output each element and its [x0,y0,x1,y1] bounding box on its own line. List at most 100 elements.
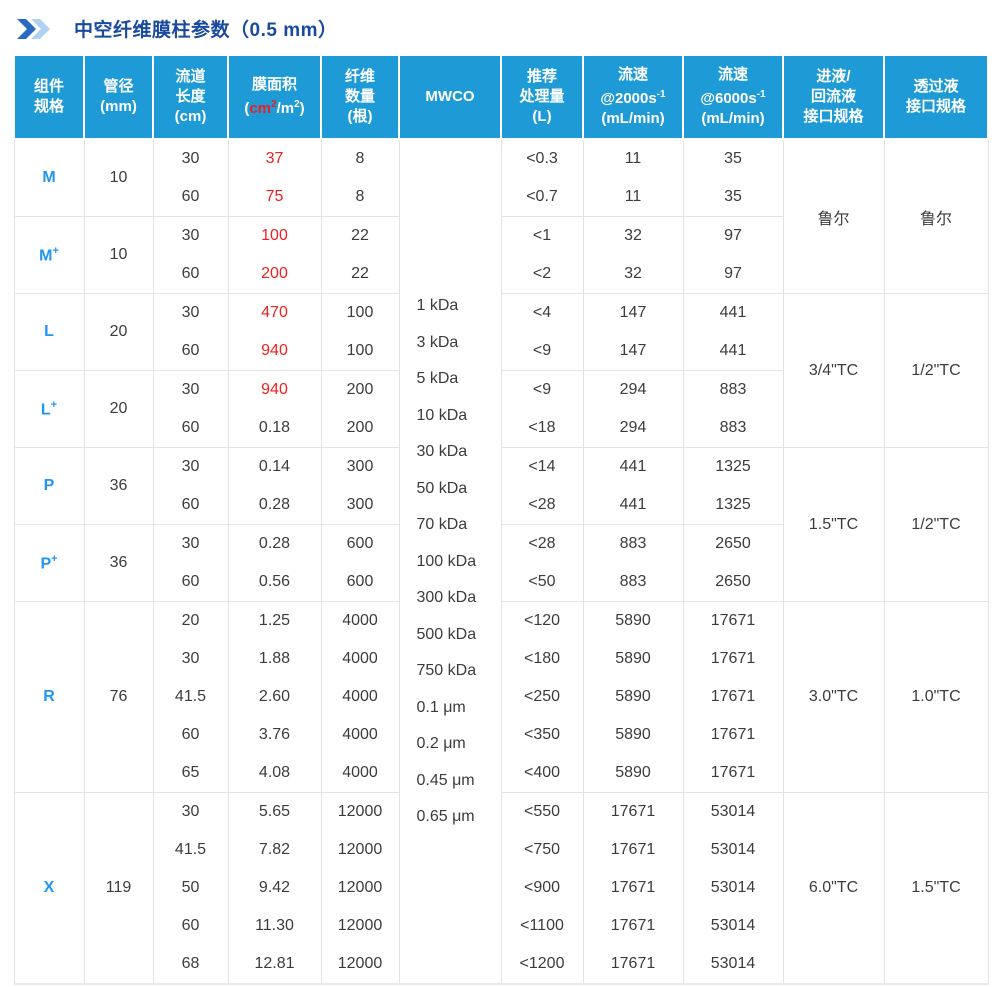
mwco-item: 1 kDa [416,297,459,314]
spec-cell: L [13,293,85,371]
flow-6000-value: 53014 [710,879,756,896]
table-row: R 76 20 30 41.5 60 65 1.25 1.88 2.60 3.76 4.08 4000 4… [13,601,989,793]
spec-label: X [43,879,55,896]
length-value: 68 [181,955,200,972]
flow-6000-value: 2650 [715,573,751,590]
diameter-cell: 20 [83,370,154,448]
table-row: M 10 30 60 37 75 8 8 1 kDa 3 kDa 5 kDa 10 kDa 30 kDa… [13,138,989,985]
volume-value: <1 [532,227,552,244]
col-header-length: 流道 长度 (cm) [152,54,229,140]
flow-2000-value: 294 [619,381,647,398]
area-cell: 1.25 1.88 2.60 3.76 4.08 [227,601,322,793]
length-value: 30 [181,535,200,552]
inlet-interface-cell: 1.5"TC [782,447,885,602]
length-cell: 30 60 [152,138,229,217]
volume-value: <120 [523,612,561,629]
flow-2000-value: 294 [619,419,647,436]
flow-2000-value: 5890 [615,764,651,781]
col-header-permeate-interface: 透过液 接口规格 [883,54,989,140]
area-value: 940 [261,342,288,359]
flow-6000-cell: 441 441 [682,293,784,371]
volume-value: <28 [528,496,556,513]
spec-cell: M+ [13,216,85,294]
spec-label: M [42,169,56,186]
fiber-value: 8 [355,150,365,167]
flow-2000-cell: 441 441 [582,447,684,525]
fiber-cell: 300 300 [320,447,400,525]
volume-value: <9 [532,342,552,359]
volume-value: <0.3 [526,150,558,167]
inlet-interface-cell: 3.0"TC [782,601,885,793]
flow-2000-cell: 147 147 [582,293,684,371]
volume-value: <2 [532,265,552,282]
flow-2000-value: 17671 [610,841,656,858]
volume-value: <9 [532,381,552,398]
table-row: L+ 20 30 60 940 0.18 200 200 <9 <18 294 294 883 883 [13,370,988,448]
flow-2000-cell: 883 883 [582,524,684,602]
flow-2000-value: 883 [619,535,647,552]
spec-sup: + [51,552,58,565]
col-header-area: 膜面积 (cm2/m2) [227,54,322,140]
volume-value: <0.7 [526,188,558,205]
diameter-cell: 20 [83,293,154,371]
volume-value: <900 [523,879,561,896]
fiber-value: 4000 [342,688,378,705]
flow-2000-value: 5890 [615,650,651,667]
volume-value: <4 [532,304,552,321]
flow-2000-value: 5890 [615,612,651,629]
flow-2000-value: 441 [619,496,647,513]
mwco-item: 0.45 μm [416,771,475,789]
flow-2000-value: 883 [619,573,647,590]
flow-2000-value: 32 [624,227,642,244]
inlet-interface-cell: 鲁尔 [782,138,885,294]
mwco-item: 0.2 μm [416,735,466,752]
col-header-fiber: 纤维 数量 (根) [320,54,400,140]
fiber-value: 4000 [342,764,378,781]
area-value: 12.81 [254,955,295,972]
flow-6000-value: 53014 [710,803,756,820]
diameter-cell: 10 [83,216,154,294]
area-value: 75 [265,188,284,205]
area-cell: 940 0.18 [227,370,322,448]
length-value: 60 [181,573,200,590]
mwco-cell: 1 kDa 3 kDa 5 kDa 10 kDa 30 kDa 50 kDa 70 kDa 1… [398,138,502,985]
flow-2000-cell: 32 32 [582,216,684,294]
length-cell: 30 41.5 50 60 68 [152,792,229,985]
flow-6000-value: 53014 [710,955,756,972]
volume-cell: <550 <750 <900 <1100 <1200 [500,792,584,985]
volume-value: <1100 [520,917,564,934]
page-header: 中空纤维膜柱参数（0.5 mm） [0,0,1000,54]
area-cell: 5.65 7.82 9.42 11.30 12.81 [227,792,322,985]
fiber-cell: 200 200 [320,370,400,448]
area-cell: 0.14 0.28 [227,447,322,525]
area-value: 1.25 [258,612,291,629]
mwco-item: 70 kDa [416,516,468,533]
area-value: 0.14 [258,458,291,475]
fiber-value: 100 [346,342,374,359]
flow-6000-value: 883 [719,419,747,436]
diameter-cell: 36 [83,447,154,525]
area-value: 100 [261,227,288,244]
flow-6000-value: 17671 [710,612,756,629]
flow-6000-value: 53014 [710,841,756,858]
fiber-cell: 12000 12000 12000 12000 12000 [320,792,400,985]
flow-6000-value: 1325 [715,458,751,475]
length-value: 60 [181,917,200,934]
length-value: 60 [181,726,200,743]
diameter-cell: 119 [83,792,154,985]
spec-label: P [40,555,52,573]
spec-cell: X [13,792,85,985]
area-value: 1.88 [258,650,291,667]
spec-label: L [40,401,51,419]
volume-cell: <120 <180 <250 <350 <400 [500,601,584,793]
length-value: 20 [181,612,200,629]
diameter-cell: 36 [83,524,154,602]
flow-6000-value: 97 [724,265,742,282]
flow-6000-value: 97 [724,227,742,244]
table-row: P 36 30 60 0.14 0.28 300 300 <14 <28 441 441 1325 132… [13,447,989,602]
mwco-item: 50 kDa [416,479,468,497]
fiber-value: 4000 [342,726,378,743]
flow-2000-value: 147 [619,342,647,359]
flow-2000-value: 17671 [610,879,656,896]
